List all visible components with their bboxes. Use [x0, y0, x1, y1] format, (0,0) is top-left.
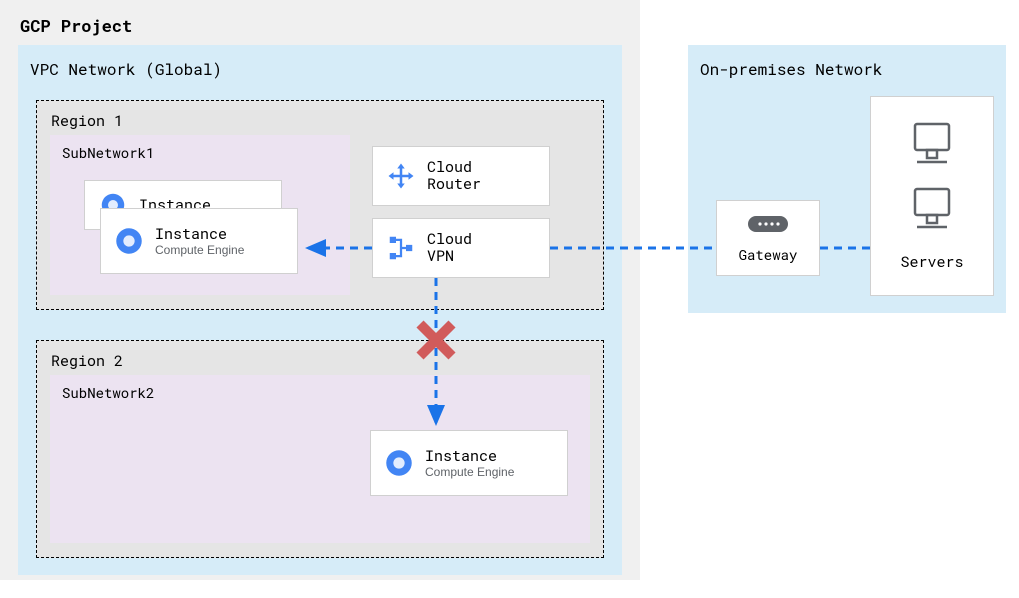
- server-icon: [905, 120, 959, 175]
- subnet1-label: SubNetwork1: [62, 143, 154, 162]
- cloud-router-icon: [383, 158, 419, 194]
- subnet2-label: SubNetwork2: [62, 383, 154, 402]
- instance1b-sub: Compute Engine: [155, 243, 244, 257]
- diagram-root: GCP Project VPC Network (Global) On-prem…: [0, 0, 1019, 598]
- instance1b-title: Instance: [155, 225, 244, 243]
- instance2-sub: Compute Engine: [425, 465, 514, 479]
- gateway-title: Gateway: [739, 245, 798, 264]
- compute-engine-icon: [111, 223, 147, 259]
- region2-label: Region 2: [51, 351, 123, 371]
- region1-label: Region 1: [51, 111, 123, 131]
- server-icon: [905, 185, 959, 240]
- cloud-router-title: CloudRouter: [427, 159, 481, 194]
- cloud-vpn-title: CloudVPN: [427, 231, 472, 266]
- gateway-node: Gateway: [716, 200, 820, 276]
- cloud-vpn-icon: [383, 230, 419, 266]
- instance2-title: Instance: [425, 447, 514, 465]
- gcp-project-label: GCP Project: [20, 14, 132, 37]
- vpc-label: VPC Network (Global): [30, 59, 222, 80]
- instance2-node: Instance Compute Engine: [370, 430, 568, 496]
- gateway-icon: [746, 212, 790, 241]
- servers-node: Servers: [870, 96, 994, 296]
- cloud-router-node: CloudRouter: [372, 146, 550, 206]
- cloud-vpn-node: CloudVPN: [372, 218, 550, 278]
- instance1b-node: Instance Compute Engine: [100, 208, 298, 274]
- onprem-label: On-premises Network: [700, 59, 882, 80]
- compute-engine-icon: [381, 445, 417, 481]
- servers-title: Servers: [900, 252, 963, 272]
